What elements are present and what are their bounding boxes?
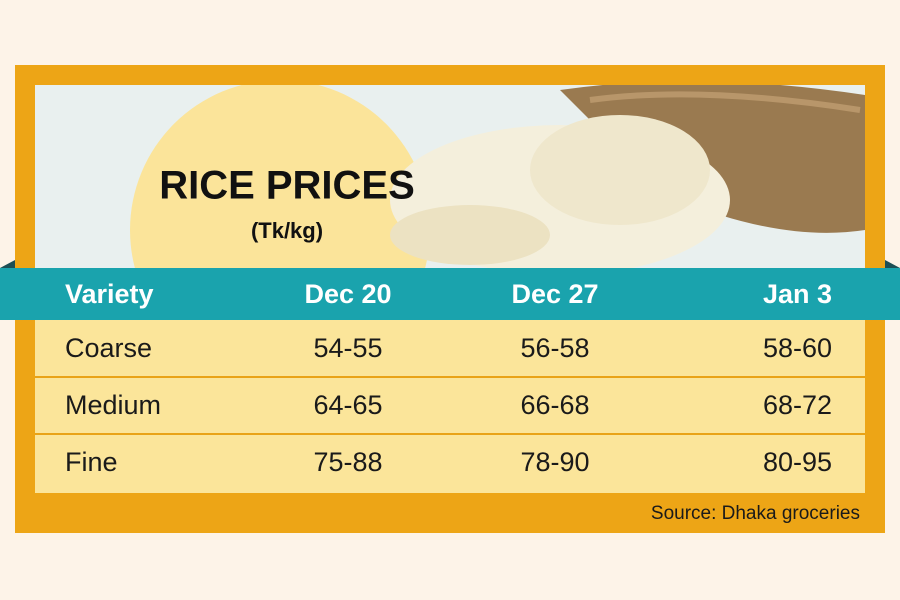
column-header: Dec 20 [304, 279, 391, 309]
sack-fold [589, 91, 861, 113]
price-cell: 54-55 [313, 333, 382, 363]
price-cell: 64-65 [313, 390, 382, 420]
header-band [0, 268, 900, 320]
subtitle: (Tk/kg) [251, 218, 323, 243]
column-header: Jan 3 [763, 279, 832, 309]
row-label: Fine [65, 447, 118, 477]
column-header: Variety [65, 279, 154, 309]
rice-pile-top [530, 115, 710, 225]
header-art [130, 85, 865, 268]
title: RICE PRICES [159, 164, 415, 208]
price-cell: 56-58 [520, 333, 589, 363]
sun-circle [130, 85, 430, 268]
price-cell: 78-90 [520, 447, 589, 477]
row-label: Medium [65, 390, 161, 420]
price-cell: 68-72 [763, 390, 832, 420]
price-cell: 58-60 [763, 333, 832, 363]
table-body [35, 320, 865, 493]
price-cell: 80-95 [763, 447, 832, 477]
price-cell: 66-68 [520, 390, 589, 420]
price-cell: 75-88 [313, 447, 382, 477]
band-fold-left [0, 260, 15, 268]
band-fold-right [885, 260, 900, 268]
row-label: Coarse [65, 333, 152, 363]
source: Source: Dhaka groceries [651, 503, 860, 524]
rice-spill [390, 205, 550, 265]
column-header: Dec 27 [511, 279, 598, 309]
